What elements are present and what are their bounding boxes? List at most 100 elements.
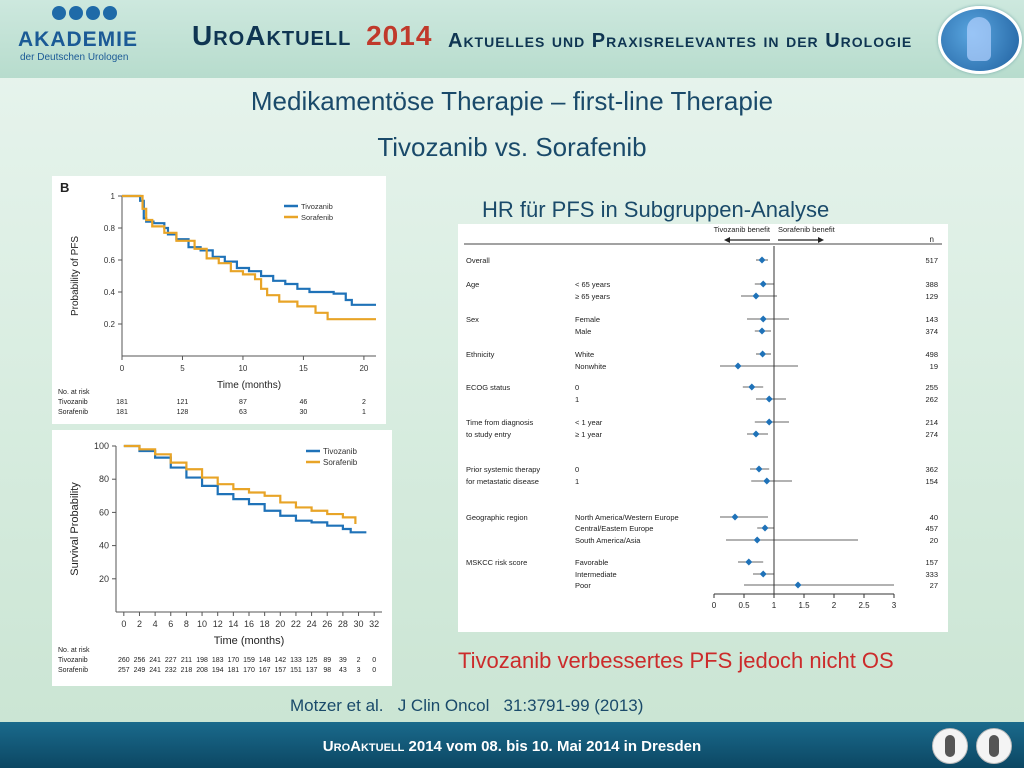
forest-n-value: 129 (925, 292, 938, 301)
risk-table-cell: 260 (118, 657, 130, 664)
forest-hr-point (765, 418, 773, 426)
risk-table-cell: 181 (228, 667, 240, 674)
risk-table-cell: 159 (243, 657, 255, 664)
forest-n-value: 388 (925, 280, 938, 289)
legend-label: Tivozanib (323, 447, 357, 456)
risk-table-cell: 121 (177, 399, 189, 406)
slide-subtitle: Tivozanib vs. Sorafenib (377, 132, 647, 162)
y-axis-label: Probability of PFS (70, 236, 81, 316)
forest-subgroup-label: Female (575, 315, 600, 324)
risk-table-cell: 39 (339, 657, 347, 664)
header-brand: UroAktuell (192, 20, 352, 51)
forest-hr-point (753, 536, 761, 544)
forest-x-tick-label: 3 (892, 601, 897, 610)
arrowhead-right-icon (818, 237, 824, 243)
risk-table-cell: 208 (196, 667, 208, 674)
risk-table-title: No. at risk (58, 647, 90, 654)
forest-subgroup-label: 1 (575, 395, 579, 404)
forest-hr-point (761, 524, 769, 532)
forest-n-value: 274 (925, 430, 938, 439)
x-tick-label: 10 (197, 619, 207, 629)
x-tick-label: 20 (359, 364, 368, 373)
footer-date: 2014 vom 08. bis 10. Mai 2014 in Dresden (408, 738, 702, 755)
risk-table-cell: 170 (243, 667, 255, 674)
risk-table-cell: 198 (196, 657, 208, 664)
forest-n-value: 20 (930, 536, 938, 545)
series-line-sorafenib (123, 444, 357, 525)
forest-n-header: n (930, 235, 934, 244)
x-tick-label: 0 (120, 364, 125, 373)
forest-group-label: Age (466, 280, 479, 289)
logo-circles-icon (52, 6, 120, 25)
forest-subgroup-label: Nonwhite (575, 362, 606, 371)
risk-table-cell: 0 (372, 667, 376, 674)
forest-hr-point (759, 280, 767, 288)
risk-table-cell: 43 (339, 667, 347, 674)
risk-table-cell: 1 (362, 409, 366, 416)
forest-x-tick-label: 1 (772, 601, 777, 610)
x-tick-label: 14 (228, 619, 238, 629)
forest-subgroup-label: White (575, 350, 594, 359)
forest-group-label: ECOG status (466, 383, 510, 392)
forest-subgroup-label: 1 (575, 477, 579, 486)
forest-group-label: Geographic region (466, 513, 528, 522)
y-tick-label: 1 (111, 192, 116, 201)
risk-table-cell: 137 (306, 667, 318, 674)
forest-group-label: Prior systemic therapy (466, 465, 540, 474)
risk-table-row-label: Tivozanib (58, 399, 88, 406)
forest-hr-point (758, 256, 766, 264)
forest-n-value: 362 (925, 465, 938, 474)
x-tick-label: 2 (137, 619, 142, 629)
risk-table-cell: 2 (357, 657, 361, 664)
y-tick-label: 0.4 (104, 288, 116, 297)
y-tick-label: 0.8 (104, 224, 116, 233)
x-tick-label: 22 (291, 619, 301, 629)
risk-table-cell: 89 (323, 657, 331, 664)
risk-table-row-label: Sorafenib (58, 409, 88, 416)
forest-subgroup-label: Intermediate (575, 570, 617, 579)
forest-group-label-line2: for metastatic disease (466, 477, 539, 486)
forest-panel: Tivozanib benefit Sorafenib benefit n 0 0.5 1… (458, 224, 948, 632)
risk-table-cell: 181 (116, 409, 128, 416)
forest-hr-point (758, 327, 766, 335)
forest-plot: Tivozanib benefit Sorafenib benefit n 0 0.5 1… (464, 225, 942, 610)
forest-subgroup-label: Favorable (575, 558, 608, 567)
forest-group-label: Ethnicity (466, 350, 495, 359)
forest-n-value: 262 (925, 395, 938, 404)
x-tick-label: 28 (338, 619, 348, 629)
forest-subgroup-label: 0 (575, 465, 579, 474)
forest-n-value: 333 (925, 570, 938, 579)
header-year: 2014 (366, 20, 433, 51)
risk-table-cell: 241 (149, 657, 161, 664)
y-tick-label: 60 (99, 507, 109, 517)
forest-subgroup-label: South America/Asia (575, 536, 641, 545)
forest-hr-point (748, 383, 756, 391)
risk-table-cell: 133 (290, 657, 302, 664)
x-tick-label: 4 (153, 619, 158, 629)
forest-subgroup-label: Poor (575, 581, 591, 590)
x-tick-label: 10 (238, 364, 247, 373)
forest-n-value: 457 (925, 524, 938, 533)
legend-label: Tivozanib (301, 202, 333, 211)
forest-n-value: 27 (930, 581, 938, 590)
conclusion-caption: Tivozanib verbessertes PFS jedoch nicht … (458, 648, 894, 673)
footer-brand: UroAktuell (322, 738, 405, 755)
x-tick-label: 0 (121, 619, 126, 629)
forest-hr-point (794, 581, 802, 589)
risk-table-cell: 218 (181, 667, 193, 674)
risk-table-cell: 227 (165, 657, 177, 664)
legend-label: Sorafenib (323, 458, 358, 467)
forest-subgroup-label: ≥ 65 years (575, 292, 610, 301)
risk-table-cell: 3 (357, 667, 361, 674)
forest-title: HR für PFS in Subgruppen-Analyse (482, 197, 830, 222)
x-axis-label: Time (months) (217, 380, 281, 391)
x-tick-label: 5 (180, 364, 185, 373)
forest-subgroup-label: < 1 year (575, 418, 603, 427)
forest-x-tick-label: 2.5 (858, 601, 870, 610)
panel-label: B (60, 180, 69, 195)
forest-hr-point (759, 570, 767, 578)
forest-hr-point (759, 315, 767, 323)
risk-table-cell: 98 (323, 667, 331, 674)
x-tick-label: 26 (322, 619, 332, 629)
forest-subgroup-label: 0 (575, 383, 579, 392)
